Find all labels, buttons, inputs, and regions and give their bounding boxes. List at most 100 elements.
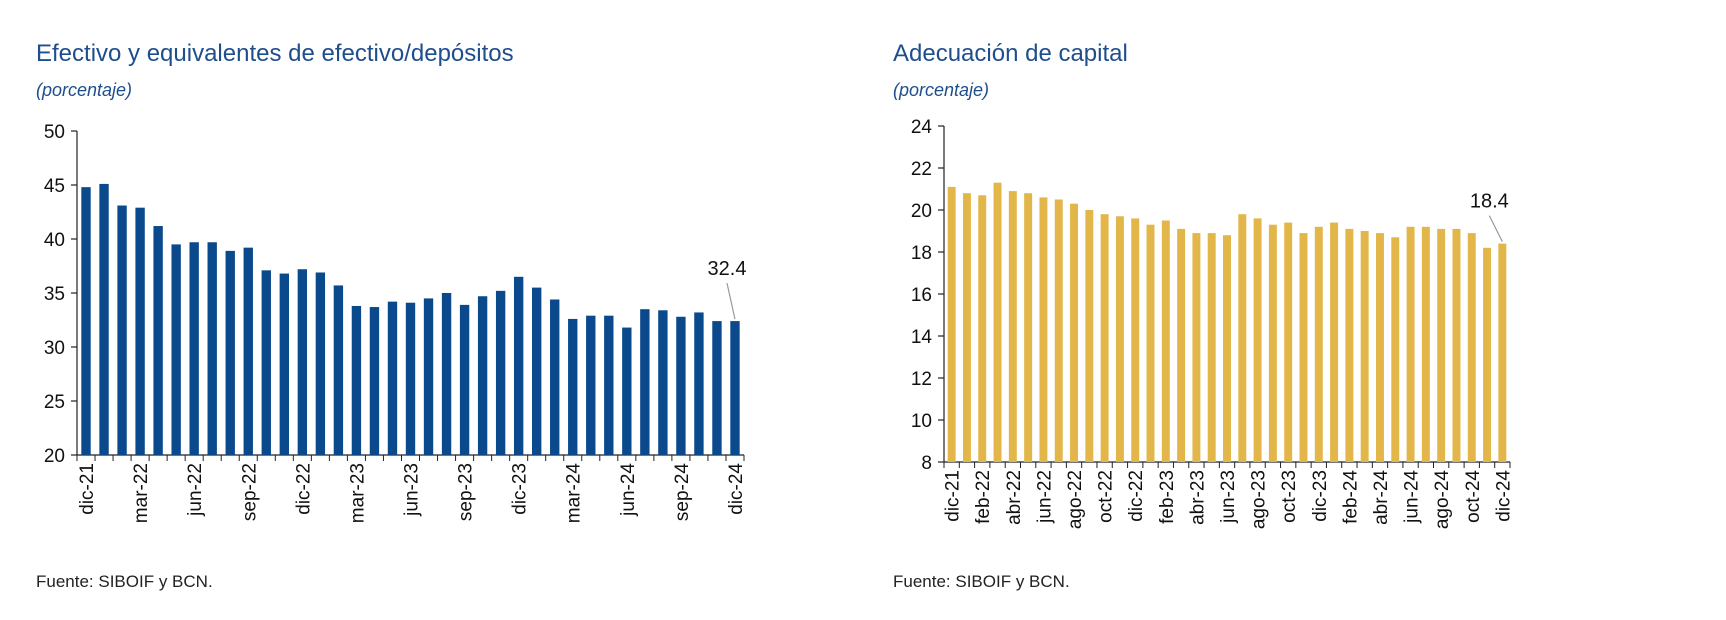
bar: [459, 304, 470, 455]
bar: [369, 307, 380, 455]
bar: [1024, 193, 1033, 462]
bar: [1284, 222, 1293, 462]
x-tick-label: ago-24: [1432, 470, 1453, 530]
bar: [1452, 228, 1461, 462]
bar: [477, 296, 488, 455]
bar: [1100, 214, 1109, 462]
x-tick-label: ago-23: [1249, 470, 1270, 529]
chart-source: Fuente: SIBOIF y BCN.: [36, 572, 213, 591]
chart-title: Adecuación de capital: [893, 40, 1128, 67]
x-tick-label: abr-23: [1187, 470, 1208, 525]
bar: [1299, 233, 1308, 462]
bar: [315, 272, 326, 455]
bar: [1161, 220, 1170, 462]
bar: [1131, 218, 1140, 462]
x-tick-label: dic-22: [1126, 470, 1147, 522]
y-tick-label: 40: [44, 230, 65, 251]
bar: [225, 250, 235, 455]
bar: [1406, 226, 1415, 462]
bar: [640, 309, 650, 455]
x-tick-label: ago-22: [1065, 470, 1086, 529]
bar: [947, 186, 956, 462]
x-tick-label: sep-24: [672, 463, 693, 522]
x-tick-label: jun-24: [1402, 470, 1423, 524]
bar: [1070, 203, 1079, 462]
x-tick-label: sep-22: [239, 463, 260, 521]
annotation-leader-line: [726, 282, 736, 320]
bar: [532, 287, 542, 455]
x-tick-label: jun-23: [402, 463, 423, 517]
bar: [658, 310, 668, 455]
annotation-label: 18.4: [1470, 191, 1509, 213]
y-tick-label: 8: [921, 453, 932, 474]
chart-title: Efectivo y equivalentes de efectivo/depó…: [36, 40, 514, 67]
x-tick-label: abr-22: [1004, 470, 1025, 525]
bar: [1039, 197, 1048, 462]
bar: [351, 305, 362, 455]
bar: [1223, 235, 1231, 462]
bar: [513, 276, 524, 455]
bar: [1391, 237, 1400, 462]
bar: [1467, 233, 1476, 462]
bar: [99, 183, 109, 456]
x-tick-label: jun-22: [1034, 470, 1055, 524]
bar: [586, 315, 596, 455]
bar: [622, 327, 632, 455]
bar: [1085, 210, 1094, 462]
bar: [207, 242, 217, 455]
bar: [441, 293, 452, 455]
bar-chart-cash: 20 25 30 35 40 45 50 dic-21 mar-22 jun-22 sep-22 di…: [44, 122, 747, 523]
bar: [135, 207, 145, 455]
bar: [495, 290, 506, 455]
bar: [1375, 233, 1384, 462]
bar: [550, 299, 560, 455]
y-tick-label: 22: [911, 159, 932, 180]
bar: [1008, 191, 1017, 462]
x-tick-label: feb-22: [973, 470, 994, 524]
bar: [1146, 224, 1155, 462]
y-tick-label: 16: [911, 285, 932, 306]
y-tick-label: 25: [44, 392, 65, 413]
y-tick-label: 20: [44, 446, 65, 467]
x-tick-label: jun-22: [185, 463, 206, 517]
chart-subtitle: (porcentaje): [36, 80, 133, 100]
annotation-leader-line: [1488, 215, 1503, 242]
y-tick-label: 24: [911, 117, 933, 138]
y-tick-label: 12: [911, 369, 932, 390]
bar: [1360, 231, 1369, 462]
bar: [387, 301, 398, 455]
bar: [333, 285, 344, 455]
annotation-label: 32.4: [708, 258, 747, 280]
bar: [604, 315, 614, 455]
bar: [189, 242, 199, 455]
bar: [1345, 228, 1354, 462]
x-tick-label: feb-23: [1157, 470, 1178, 524]
bar: [243, 247, 253, 455]
bar: [730, 321, 740, 455]
x-tick-label: sep-23: [456, 463, 477, 521]
bar: [1498, 243, 1507, 462]
bar: [279, 273, 289, 455]
chart-subtitle: (porcentaje): [893, 80, 990, 100]
x-tick-label: mar-22: [131, 463, 152, 523]
x-tick-label: oct-22: [1096, 470, 1117, 523]
x-tick-label: dic-23: [510, 463, 531, 515]
x-tick-label: feb-24: [1340, 470, 1361, 524]
bar: [978, 195, 987, 463]
bar: [1330, 222, 1339, 462]
bar: [1268, 224, 1277, 462]
bar: [171, 244, 181, 455]
bar: [962, 193, 971, 462]
x-tick-label: dic-21: [943, 470, 964, 522]
bar: [153, 226, 163, 455]
x-tick-label: oct-24: [1463, 470, 1484, 523]
x-tick-label: dic-21: [77, 463, 98, 515]
y-tick-label: 18: [911, 243, 932, 264]
bar: [1207, 233, 1216, 462]
bar: [297, 269, 308, 455]
bar: [1177, 228, 1186, 462]
chart-panel-cash: Efectivo y equivalentes de efectivo/depó…: [36, 40, 747, 591]
bar: [712, 321, 722, 455]
chart-source: Fuente: SIBOIF y BCN.: [893, 572, 1070, 591]
bar: [1421, 226, 1430, 462]
